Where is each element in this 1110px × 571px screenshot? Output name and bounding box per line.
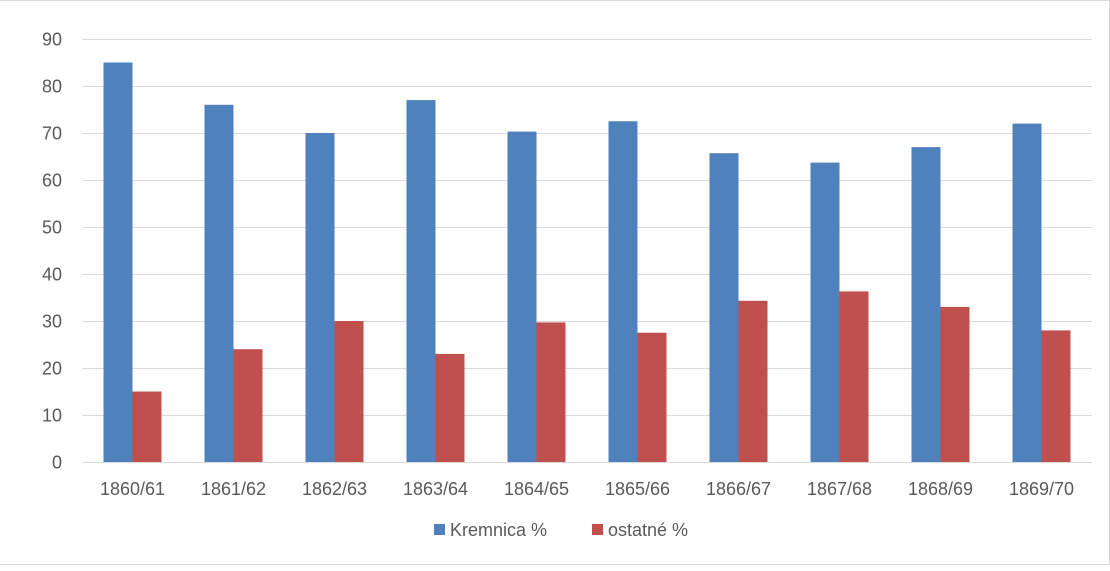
- bar-ostatne: [334, 321, 364, 462]
- bar-kremnica: [911, 147, 941, 462]
- legend-swatch: [592, 524, 603, 535]
- y-tick-label: 50: [42, 218, 62, 238]
- y-tick-label: 60: [42, 171, 62, 191]
- x-tick-label: 1867/68: [807, 479, 872, 499]
- bar-ostatne: [738, 300, 768, 462]
- legend-label: Kremnica %: [450, 520, 547, 540]
- bar-kremnica: [204, 104, 234, 463]
- bar-ostatne: [940, 306, 970, 462]
- bar-ostatne: [1041, 330, 1071, 462]
- bar-kremnica: [810, 162, 840, 463]
- x-tick-label: 1861/62: [201, 479, 266, 499]
- y-tick-label: 30: [42, 312, 62, 332]
- y-axis-ticks: 0 10 20 30 40 50 60 70 80 90: [42, 30, 62, 473]
- bar-ostatne: [233, 349, 263, 462]
- y-tick-label: 10: [42, 406, 62, 426]
- bar-kremnica: [406, 100, 436, 462]
- bar-ostatne: [839, 291, 869, 462]
- bar-kremnica: [709, 153, 739, 462]
- bar-ostatne: [132, 391, 162, 462]
- x-tick-label: 1863/64: [403, 479, 468, 499]
- y-tick-label: 40: [42, 265, 62, 285]
- bar-kremnica: [1012, 123, 1042, 462]
- bar-ostatne: [536, 322, 566, 462]
- legend-swatch: [434, 524, 445, 535]
- legend: Kremnica % ostatné %: [434, 520, 688, 540]
- bar-kremnica: [507, 131, 537, 462]
- x-tick-label: 1860/61: [100, 479, 165, 499]
- x-tick-label: 1862/63: [302, 479, 367, 499]
- bar-kremnica: [608, 121, 638, 462]
- legend-label: ostatné %: [608, 520, 688, 540]
- bar-ostatne: [637, 332, 667, 462]
- x-axis-ticks: 1860/61 1861/62 1862/63 1863/64 1864/65 1865/…: [100, 479, 1074, 499]
- x-tick-label: 1866/67: [706, 479, 771, 499]
- y-tick-label: 0: [52, 453, 62, 473]
- x-tick-label: 1865/66: [605, 479, 670, 499]
- x-tick-label: 1864/65: [504, 479, 569, 499]
- x-tick-label: 1869/70: [1009, 479, 1074, 499]
- bar-kremnica: [305, 133, 335, 462]
- y-tick-label: 70: [42, 124, 62, 144]
- y-tick-label: 20: [42, 359, 62, 379]
- bar-kremnica: [103, 62, 133, 462]
- y-tick-label: 90: [42, 30, 62, 50]
- x-tick-label: 1868/69: [908, 479, 973, 499]
- bars: [103, 62, 1071, 463]
- bar-ostatne: [435, 353, 465, 462]
- y-tick-label: 80: [42, 77, 62, 97]
